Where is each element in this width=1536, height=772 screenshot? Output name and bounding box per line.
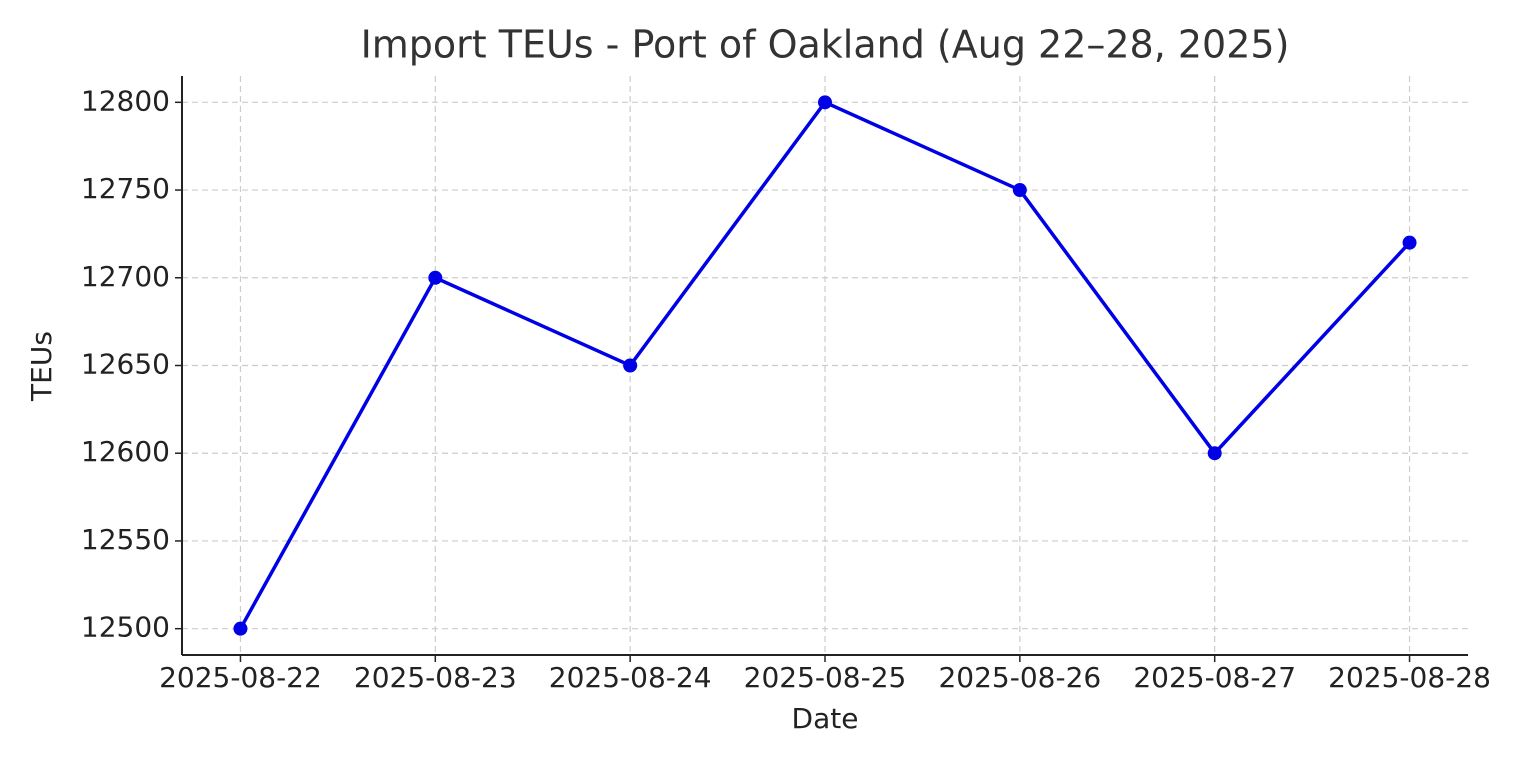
x-tick-label: 2025-08-22 bbox=[159, 661, 322, 694]
data-point bbox=[818, 95, 832, 110]
x-tick-label: 2025-08-27 bbox=[1133, 661, 1296, 694]
x-tick-label: 2025-08-25 bbox=[744, 661, 907, 694]
chart-title: Import TEUs - Port of Oakland (Aug 22–28… bbox=[361, 23, 1290, 67]
data-point bbox=[233, 621, 248, 636]
x-tick-label: 2025-08-24 bbox=[549, 661, 712, 694]
data-point bbox=[1207, 446, 1222, 461]
data-point bbox=[1012, 183, 1027, 198]
x-axis-label: Date bbox=[792, 702, 859, 735]
y-axis-label: TEUs bbox=[25, 331, 58, 402]
x-tick-label: 2025-08-23 bbox=[354, 661, 517, 694]
y-tick-label: 12700 bbox=[81, 260, 170, 293]
x-tick-label: 2025-08-28 bbox=[1328, 661, 1491, 694]
x-tick-label: 2025-08-26 bbox=[938, 661, 1101, 694]
data-point bbox=[623, 358, 638, 373]
data-point bbox=[1402, 235, 1417, 250]
y-tick-label: 12650 bbox=[81, 348, 170, 381]
y-tick-label: 12550 bbox=[81, 523, 170, 556]
y-tick-label: 12500 bbox=[81, 611, 170, 644]
y-tick-label: 12750 bbox=[81, 172, 170, 205]
y-tick-label: 12600 bbox=[81, 435, 170, 468]
data-point bbox=[428, 270, 443, 285]
y-tick-label: 12800 bbox=[81, 84, 170, 117]
